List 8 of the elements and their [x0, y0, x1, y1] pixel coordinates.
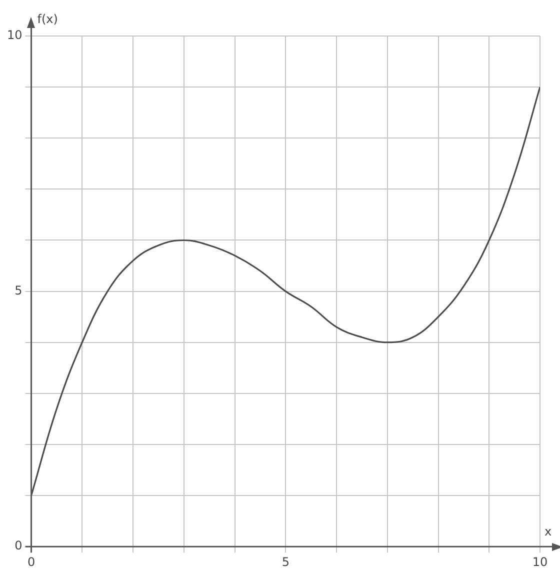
x-axis-title: x	[544, 524, 552, 539]
y-tick-label: 0	[14, 538, 22, 553]
y-tick-label: 10	[6, 28, 22, 42]
x-tick-label: 0	[27, 554, 36, 569]
x-tick-label: 10	[532, 554, 548, 569]
y-axis-title: f(x)	[37, 12, 58, 26]
x-tick-label: 5	[282, 554, 290, 569]
y-tick-label: 5	[14, 283, 22, 298]
